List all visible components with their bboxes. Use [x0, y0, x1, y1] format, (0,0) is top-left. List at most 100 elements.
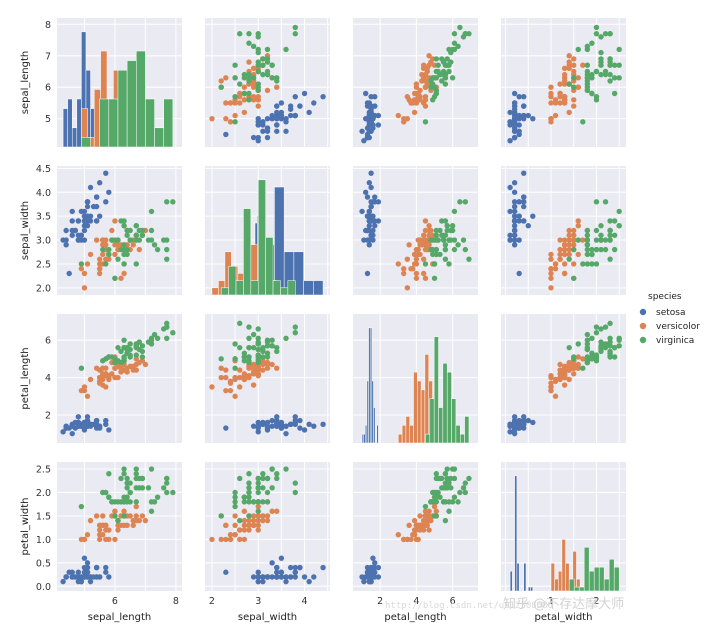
point-versicolor [130, 367, 136, 373]
point-virginica [121, 513, 127, 519]
point-virginica [584, 71, 591, 78]
point-virginica [584, 246, 591, 253]
point-versicolor [422, 227, 429, 234]
point-virginica [246, 480, 252, 486]
point-versicolor [561, 246, 568, 253]
point-virginica [593, 68, 600, 75]
legend-marker-versicolor [639, 322, 647, 330]
point-setosa [278, 569, 285, 575]
point-virginica [616, 62, 622, 68]
point-virginica [593, 24, 600, 31]
point-setosa [364, 213, 371, 219]
point-virginica [139, 343, 146, 349]
point-virginica [589, 75, 595, 81]
point-versicolor [81, 387, 88, 394]
point-virginica [593, 324, 600, 330]
point-versicolor [575, 365, 581, 371]
point-versicolor [109, 227, 115, 234]
point-setosa [63, 425, 69, 431]
point-virginica [446, 237, 452, 243]
point-versicolor [548, 100, 554, 106]
point-versicolor [223, 387, 229, 394]
hist-bar-virginica [243, 208, 252, 296]
hist-bar-versicolor [565, 562, 570, 592]
point-virginica [607, 237, 613, 243]
point-versicolor [548, 93, 554, 100]
point-virginica [602, 324, 609, 330]
point-virginica [616, 223, 622, 229]
point-versicolor [566, 59, 572, 65]
point-versicolor [241, 109, 248, 116]
point-setosa [511, 218, 518, 224]
hist-bar-virginica [136, 50, 146, 148]
point-versicolor [232, 532, 238, 538]
point-versicolor [548, 372, 554, 379]
point-setosa [287, 112, 294, 119]
ytick-label: 1.5 [36, 511, 51, 522]
point-virginica [448, 227, 454, 234]
point-versicolor [566, 367, 572, 373]
point-setosa [368, 218, 374, 224]
hist-bar-versicolor [413, 371, 418, 444]
point-virginica [462, 31, 469, 37]
panel-petal_width-vs-sepal_width: 2 3 4 [205, 462, 330, 607]
point-versicolor [260, 517, 266, 524]
point-setosa [359, 208, 365, 215]
point-virginica [100, 246, 106, 253]
point-versicolor [401, 536, 407, 543]
point-versicolor [404, 93, 411, 100]
point-versicolor [552, 261, 559, 267]
point-setosa [368, 170, 374, 176]
point-virginica [255, 485, 261, 491]
point-setosa [311, 574, 317, 580]
point-versicolor [246, 365, 252, 371]
point-virginica [264, 71, 271, 78]
point-virginica [260, 56, 266, 62]
legend-title: species [648, 292, 682, 302]
point-setosa [69, 430, 75, 437]
hist-bar-setosa [274, 186, 285, 296]
point-virginica [607, 335, 613, 342]
point-setosa [292, 414, 298, 420]
hist-bar-setosa [293, 251, 304, 296]
ytick-label: 5 [45, 114, 51, 125]
point-versicolor [420, 232, 427, 238]
xlabel-sepal_length: sepal_length [88, 612, 152, 623]
hist-bar-versicolor [417, 380, 422, 444]
point-virginica [78, 503, 85, 510]
hist-bar-virginica [272, 280, 281, 296]
panel-sepal_width-vs-sepal_length: 2.0 2.5 3.0 3.5 4.0 4.5 [36, 164, 182, 295]
point-setosa [511, 90, 518, 97]
point-virginica [139, 348, 146, 355]
point-versicolor [552, 393, 559, 399]
point-versicolor [241, 522, 248, 529]
point-versicolor [561, 372, 568, 379]
point-virginica [602, 246, 609, 253]
point-versicolor [112, 218, 118, 224]
point-versicolor [408, 536, 414, 543]
point-setosa [292, 112, 298, 119]
point-versicolor [96, 374, 103, 381]
point-setosa [69, 218, 75, 224]
point-setosa [84, 414, 91, 420]
point-setosa [362, 189, 369, 195]
point-versicolor [422, 275, 429, 281]
point-virginica [584, 261, 591, 267]
point-virginica [255, 489, 261, 496]
point-setosa [366, 237, 373, 243]
point-versicolor [96, 256, 103, 262]
ytick-label: 3.5 [36, 212, 51, 223]
point-virginica [566, 344, 572, 351]
point-versicolor [557, 246, 563, 253]
point-virginica [575, 237, 581, 243]
point-virginica [448, 59, 454, 65]
xtick-label: 1 [548, 596, 554, 607]
point-virginica [133, 485, 139, 491]
point-virginica [255, 480, 261, 486]
point-versicolor [223, 522, 229, 529]
point-virginica [232, 494, 238, 500]
hist-bar-virginica [613, 566, 620, 592]
point-virginica [121, 246, 127, 253]
ytick-label: 3.0 [36, 236, 51, 247]
point-virginica [255, 68, 261, 75]
